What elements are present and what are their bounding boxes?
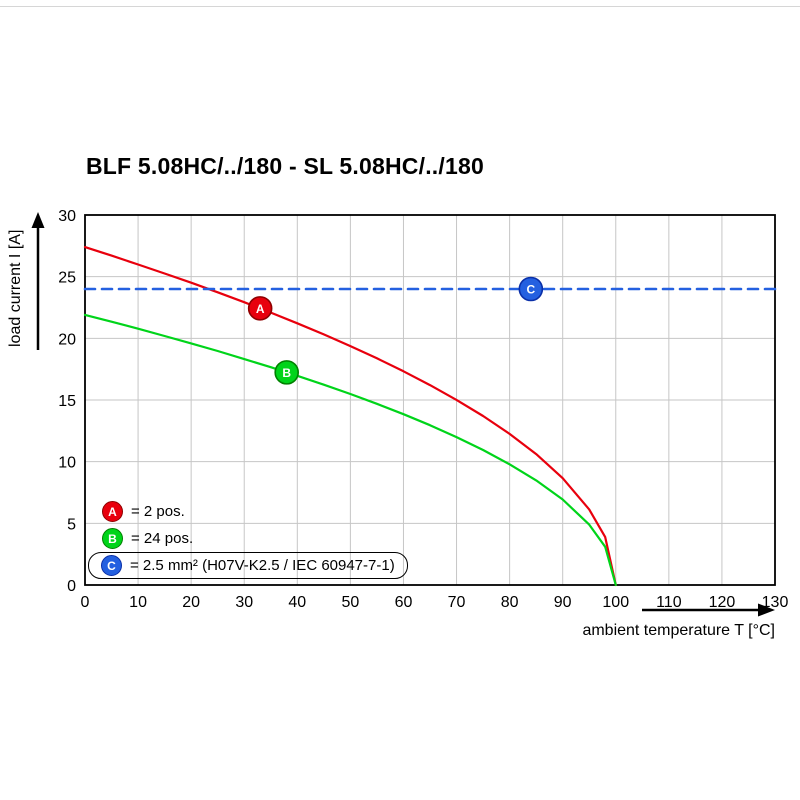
legend-item-a: A = 2 pos. [88, 498, 408, 525]
legend-label-a: = 2 pos. [131, 503, 185, 520]
legend-item-c: C = 2.5 mm² (H07V-K2.5 / IEC 60947-7-1) [88, 552, 408, 579]
marker-letter-c: C [527, 283, 536, 297]
marker-a [247, 296, 273, 321]
y-tick-label: 25 [58, 270, 76, 287]
marker-letter-a: A [256, 302, 265, 316]
y-tick-label: 15 [58, 393, 76, 410]
x-tick-label: 80 [501, 594, 519, 611]
y-axis-arrow-icon [31, 212, 45, 350]
x-axis-label: ambient temperature T [°C] [582, 622, 775, 639]
x-tick-label: 40 [288, 594, 306, 611]
legend-label-c: = 2.5 mm² (H07V-K2.5 / IEC 60947-7-1) [130, 557, 395, 574]
chart-title: BLF 5.08HC/../180 - SL 5.08HC/../180 [86, 153, 484, 179]
y-tick-label: 10 [58, 455, 76, 472]
legend-item-b: B = 24 pos. [88, 525, 408, 552]
x-tick-label: 100 [602, 594, 629, 611]
curve-a [83, 246, 617, 587]
legend: A = 2 pos. B = 24 pos. C = 2.5 mm² (H07V… [88, 498, 408, 579]
x-tick-label: 20 [182, 594, 200, 611]
y-tick-label: 5 [67, 516, 76, 533]
legend-swatch-a: A [102, 501, 123, 522]
x-tick-label: 130 [762, 594, 789, 611]
x-tick-label: 70 [448, 594, 466, 611]
legend-swatch-b: B [102, 528, 123, 549]
x-tick-label: 50 [341, 594, 359, 611]
x-tick-label: 0 [81, 594, 90, 611]
y-tick-label: 30 [58, 208, 76, 225]
x-tick-label: 10 [129, 594, 147, 611]
x-tick-label: 30 [235, 594, 253, 611]
x-tick-label: 110 [656, 594, 682, 611]
marker-letter-b: B [282, 366, 291, 380]
plot-border [84, 214, 776, 586]
x-tick-label: 90 [554, 594, 572, 611]
marker-c [518, 276, 544, 302]
page-top-rule [0, 6, 800, 7]
marker-b [274, 360, 299, 385]
x-axis-arrow-icon [642, 603, 775, 617]
y-tick-label: 20 [58, 331, 76, 348]
y-tick-label: 0 [67, 578, 76, 595]
legend-swatch-c: C [101, 555, 122, 576]
curve-b [83, 313, 617, 587]
x-tick-label: 60 [395, 594, 413, 611]
x-tick-label: 120 [709, 594, 736, 611]
legend-label-b: = 24 pos. [131, 530, 194, 547]
